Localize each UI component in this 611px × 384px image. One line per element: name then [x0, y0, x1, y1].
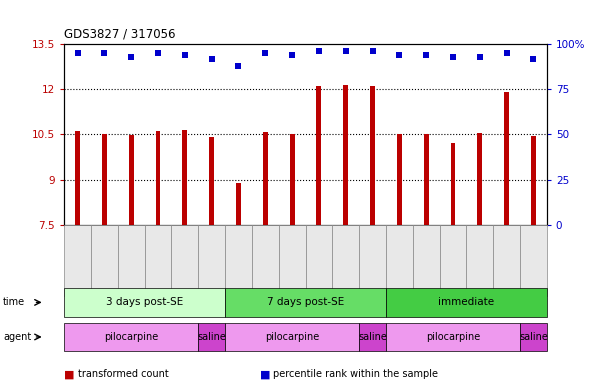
- Bar: [156, 131, 161, 225]
- Bar: [75, 131, 80, 225]
- Bar: [263, 132, 268, 225]
- Text: 3 days post-SE: 3 days post-SE: [106, 297, 183, 308]
- Text: pilocarpine: pilocarpine: [426, 332, 480, 342]
- Point: [260, 50, 270, 56]
- Point: [529, 56, 538, 62]
- Point: [422, 52, 431, 58]
- Point: [314, 48, 324, 55]
- Point: [233, 63, 243, 69]
- Bar: [450, 144, 455, 225]
- Text: time: time: [3, 297, 25, 308]
- Point: [287, 52, 297, 58]
- Bar: [209, 137, 214, 225]
- Bar: [370, 86, 375, 225]
- Bar: [102, 134, 107, 225]
- Bar: [504, 92, 509, 225]
- Point: [448, 54, 458, 60]
- Bar: [531, 136, 536, 225]
- Text: saline: saline: [519, 332, 548, 342]
- Point: [502, 50, 511, 56]
- Bar: [183, 130, 187, 225]
- Bar: [290, 134, 295, 225]
- Text: percentile rank within the sample: percentile rank within the sample: [273, 369, 438, 379]
- Point: [395, 52, 404, 58]
- Bar: [236, 182, 241, 225]
- Point: [368, 48, 378, 55]
- Text: saline: saline: [197, 332, 226, 342]
- Point: [207, 56, 216, 62]
- Text: 7 days post-SE: 7 days post-SE: [267, 297, 344, 308]
- Point: [153, 50, 163, 56]
- Bar: [397, 134, 402, 225]
- Point: [126, 54, 136, 60]
- Bar: [343, 85, 348, 225]
- Point: [100, 50, 109, 56]
- Text: ■: ■: [260, 369, 270, 379]
- Text: ■: ■: [64, 369, 75, 379]
- Point: [341, 48, 351, 55]
- Bar: [477, 132, 482, 225]
- Text: pilocarpine: pilocarpine: [265, 332, 319, 342]
- Bar: [316, 86, 321, 225]
- Point: [475, 54, 485, 60]
- Text: GDS3827 / 317056: GDS3827 / 317056: [64, 27, 175, 40]
- Text: agent: agent: [3, 332, 31, 342]
- Text: saline: saline: [358, 332, 387, 342]
- Bar: [424, 134, 428, 225]
- Bar: [129, 135, 134, 225]
- Text: transformed count: transformed count: [78, 369, 169, 379]
- Text: immediate: immediate: [438, 297, 494, 308]
- Point: [73, 50, 82, 56]
- Point: [180, 52, 190, 58]
- Text: pilocarpine: pilocarpine: [104, 332, 158, 342]
